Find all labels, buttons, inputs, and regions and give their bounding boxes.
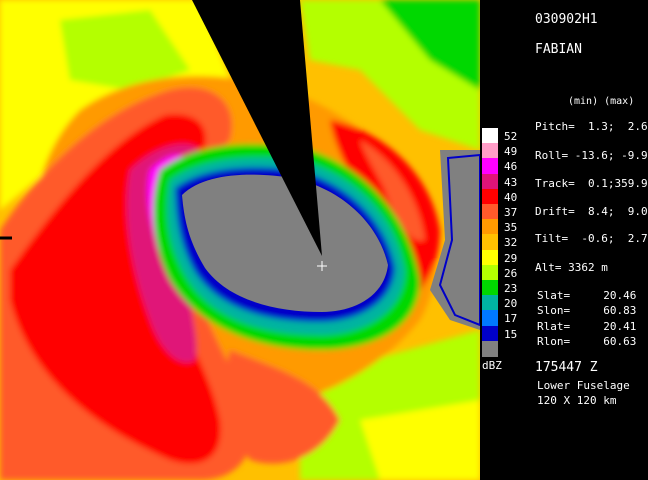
storm-name: FABIAN <box>535 42 582 57</box>
rlon-readout: Rlon= 60.63 W <box>537 335 648 348</box>
scale-label: 49 <box>504 145 518 159</box>
pitch-readout: Pitch= 1.3; 2.6 <box>535 120 648 133</box>
flight-id: 030902H1 <box>535 12 598 27</box>
scale-label: 29 <box>504 251 518 265</box>
reflectivity-map <box>0 0 480 480</box>
scale-level: 15 <box>482 325 540 342</box>
scale-swatch <box>482 249 498 266</box>
blanked-sector <box>192 0 322 256</box>
scale-label: 17 <box>504 312 518 326</box>
scale-swatch <box>482 310 498 327</box>
scale-level: 49 <box>482 143 540 160</box>
scale-level: 26 <box>482 264 540 281</box>
scale-level: 23 <box>482 280 540 296</box>
scale-swatch <box>482 219 498 236</box>
scale-swatch <box>482 204 498 220</box>
range-label: 120 X 120 km <box>537 394 617 407</box>
rlat-readout: Rlat= 20.41 N <box>537 320 648 333</box>
scale-label: 46 <box>504 160 518 174</box>
slon-readout: Slon= 60.83 W <box>537 304 648 317</box>
radar-image <box>0 0 480 480</box>
tilt-readout: Tilt= -0.6; 2.7 <box>535 232 648 245</box>
scale-level <box>482 340 540 357</box>
scale-swatch <box>482 158 498 175</box>
min-max-header: (min) (max) <box>568 96 635 107</box>
slat-readout: Slat= 20.46 N <box>537 289 648 302</box>
scale-label: 43 <box>504 175 518 189</box>
scale-level: 40 <box>482 188 540 205</box>
no-echo-region <box>430 150 480 330</box>
scale-level: 29 <box>482 249 540 266</box>
aircraft-position-marker <box>317 261 327 271</box>
roll-readout: Roll= -13.6; -9.9 <box>535 149 648 162</box>
scale-label: 20 <box>504 297 518 311</box>
scale-swatch <box>482 264 498 281</box>
scale-swatch <box>482 173 498 190</box>
track-readout: Track= 0.1;359.9 <box>535 177 648 190</box>
scale-level: 17 <box>482 310 540 327</box>
scale-label: 15 <box>504 327 518 341</box>
scale-label: 32 <box>504 236 518 250</box>
scale-swatch <box>482 128 498 144</box>
altitude-readout: Alt= 3362 m <box>535 261 608 274</box>
eye-region <box>182 174 388 312</box>
scale-level: 20 <box>482 295 540 312</box>
scale-swatch <box>482 188 498 205</box>
scale-swatch <box>482 295 498 312</box>
scale-swatch <box>482 280 498 296</box>
drift-readout: Drift= 8.4; 9.0 <box>535 205 648 218</box>
scale-label: 40 <box>504 190 518 204</box>
scale-swatch <box>482 234 498 251</box>
scale-swatch <box>482 143 498 160</box>
scale-unit-label: dBZ <box>482 359 502 372</box>
scale-label: 37 <box>504 206 518 219</box>
scale-label: 23 <box>504 282 518 295</box>
scale-level: 43 <box>482 173 540 190</box>
scale-label: 26 <box>504 266 518 280</box>
scale-label: 52 <box>504 130 518 143</box>
scale-swatch <box>482 340 498 357</box>
scale-level: 46 <box>482 158 540 175</box>
scale-level: 52 <box>482 128 540 144</box>
scale-label: 35 <box>504 221 518 235</box>
scale-swatch <box>482 325 498 342</box>
scale-level: 35 <box>482 219 540 236</box>
scale-level: 37 <box>482 204 540 220</box>
scale-level: 32 <box>482 234 540 251</box>
time-readout: 175447 Z <box>535 360 598 375</box>
antenna-label: Lower Fuselage <box>537 379 630 392</box>
